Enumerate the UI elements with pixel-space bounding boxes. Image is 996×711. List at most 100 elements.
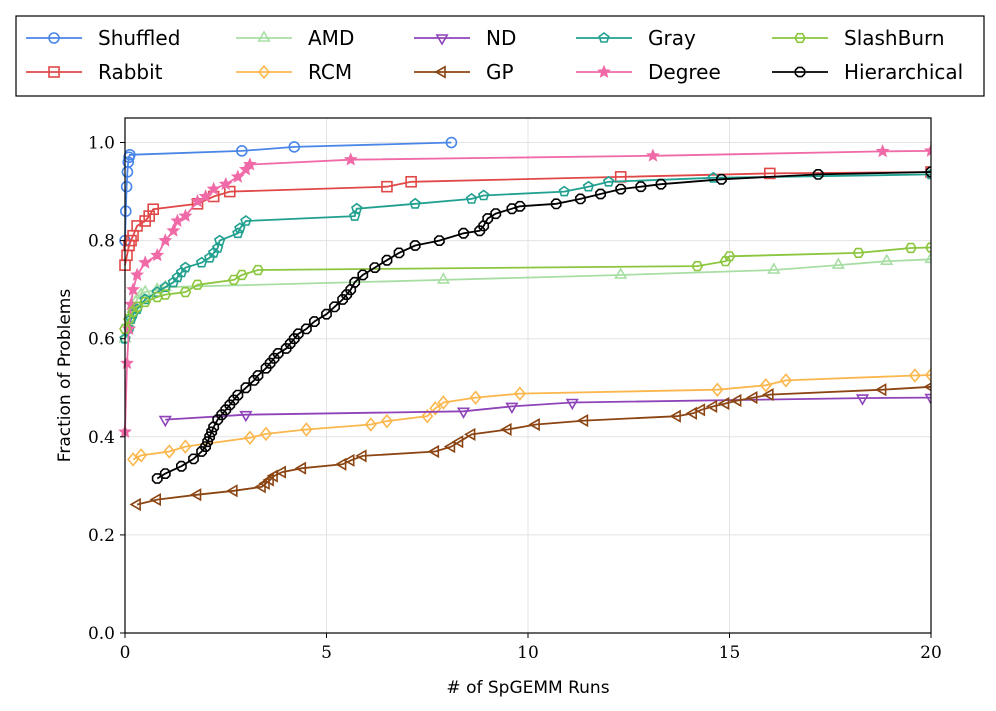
- data-point-rabbit: [223, 185, 236, 198]
- data-point-hierarchical: [308, 316, 320, 328]
- legend-label: AMD: [308, 26, 354, 50]
- data-point-degree: [170, 213, 185, 227]
- data-point-hierarchical: [474, 225, 486, 237]
- legend: Shuffled Rabbit AMD RCM ND GP Gray Degree SlashB…: [15, 15, 985, 97]
- legend-label: GP: [486, 60, 514, 84]
- data-point-hierarchical: [321, 308, 332, 320]
- data-point-degree: [206, 181, 221, 196]
- legend-marker-degree: [597, 64, 611, 78]
- data-point-degree: [130, 267, 145, 281]
- legend-label: Degree: [648, 60, 721, 84]
- data-point-slashburn: [723, 251, 736, 262]
- data-point-gray: [139, 293, 151, 305]
- data-point-hierarchical: [216, 409, 228, 421]
- data-point-shuffled: [120, 205, 132, 217]
- data-point-hierarchical: [349, 276, 361, 288]
- data-point-gray: [707, 171, 720, 183]
- data-point-rcm: [364, 417, 377, 432]
- data-point-shuffled: [120, 180, 133, 193]
- legend-item-hierarchical: Hierarchical: [772, 60, 963, 84]
- data-point-hierarchical: [200, 441, 211, 453]
- data-point-rcm: [759, 378, 772, 393]
- data-point-hierarchical: [409, 240, 421, 251]
- data-point-slashburn: [852, 247, 865, 259]
- data-point-nd: [855, 394, 870, 406]
- data-point-slashburn: [252, 264, 264, 276]
- legend-label: SlashBurn: [844, 26, 945, 50]
- data-point-degree: [150, 247, 165, 262]
- data-point-hierarchical: [232, 389, 244, 401]
- data-point-hierarchical: [224, 399, 236, 411]
- data-point-gp: [923, 382, 931, 392]
- data-point-rabbit: [381, 180, 393, 193]
- legend-item-gray: Gray: [576, 26, 696, 50]
- data-point-hierarchical: [812, 169, 824, 180]
- legend-label: Rabbit: [98, 60, 163, 84]
- data-point-hierarchical: [264, 357, 276, 369]
- data-point-gray: [409, 197, 421, 209]
- data-point-nd: [505, 402, 519, 414]
- data-point-hierarchical: [357, 269, 369, 281]
- legend-item-shuffled: Shuffled: [26, 26, 180, 50]
- data-point-hierarchical: [514, 200, 526, 212]
- legend-label: RCM: [308, 60, 352, 84]
- data-point-nd: [924, 393, 931, 406]
- data-point-gray: [465, 192, 478, 204]
- data-point-gray: [211, 242, 224, 253]
- data-point-nd: [565, 398, 579, 411]
- data-point-slashburn: [159, 289, 172, 300]
- data-point-gray: [213, 234, 226, 246]
- series-layer: [118, 136, 931, 512]
- data-point-slashburn: [151, 291, 164, 303]
- data-point-gp: [875, 383, 887, 397]
- data-point-gray: [558, 185, 570, 197]
- data-point-gp: [443, 440, 456, 454]
- data-point-rcm: [163, 444, 176, 459]
- legend-label: Gray: [648, 26, 696, 50]
- data-point-gp: [274, 465, 287, 479]
- data-point-gp: [693, 403, 706, 417]
- data-point-shuffled: [288, 141, 301, 153]
- data-point-degree: [645, 148, 660, 162]
- data-point-gp: [717, 396, 730, 411]
- data-point-rabbit: [143, 210, 155, 222]
- legend-item-rcm: RCM: [236, 60, 352, 84]
- legend-frame: [15, 15, 985, 97]
- data-point-degree: [924, 143, 931, 157]
- legend-marker-rabbit: [48, 66, 60, 78]
- data-point-rcm: [127, 452, 140, 467]
- data-point-hierarchical: [228, 394, 240, 406]
- legend-item-degree: Degree: [576, 60, 721, 84]
- data-point-gray: [171, 271, 184, 283]
- data-point-rcm: [259, 426, 273, 442]
- data-point-hierarchical: [220, 404, 232, 416]
- data-point-gray: [175, 266, 188, 278]
- data-point-hierarchical: [369, 262, 381, 274]
- data-point-gray: [351, 202, 363, 214]
- data-point-hierarchical: [284, 338, 296, 350]
- data-point-rcm: [380, 413, 393, 429]
- series-nd: [158, 393, 931, 428]
- data-point-rabbit: [763, 167, 776, 180]
- data-point-hierarchical: [635, 181, 647, 193]
- x-tick-label: 5: [321, 643, 332, 663]
- data-point-degree: [242, 157, 257, 171]
- legend-marker-gray: [598, 32, 610, 43]
- legend-marker-gp: [434, 65, 446, 79]
- legend-marker-shuffled: [48, 32, 60, 44]
- data-point-slashburn: [691, 260, 704, 272]
- data-point-rabbit: [147, 203, 160, 216]
- data-point-amd: [767, 262, 781, 274]
- x-tick-label: 15: [719, 643, 741, 663]
- data-point-gp: [685, 406, 698, 420]
- data-point-hierarchical: [925, 166, 931, 178]
- data-point-rcm: [908, 368, 921, 383]
- data-point-rcm: [711, 382, 724, 397]
- data-point-shuffled: [445, 136, 458, 149]
- data-point-gray: [234, 222, 246, 234]
- data-point-amd: [831, 257, 845, 269]
- data-point-gp: [355, 449, 367, 463]
- data-point-nd: [239, 410, 253, 423]
- data-point-gp: [129, 497, 141, 512]
- data-point-slashburn: [123, 313, 135, 325]
